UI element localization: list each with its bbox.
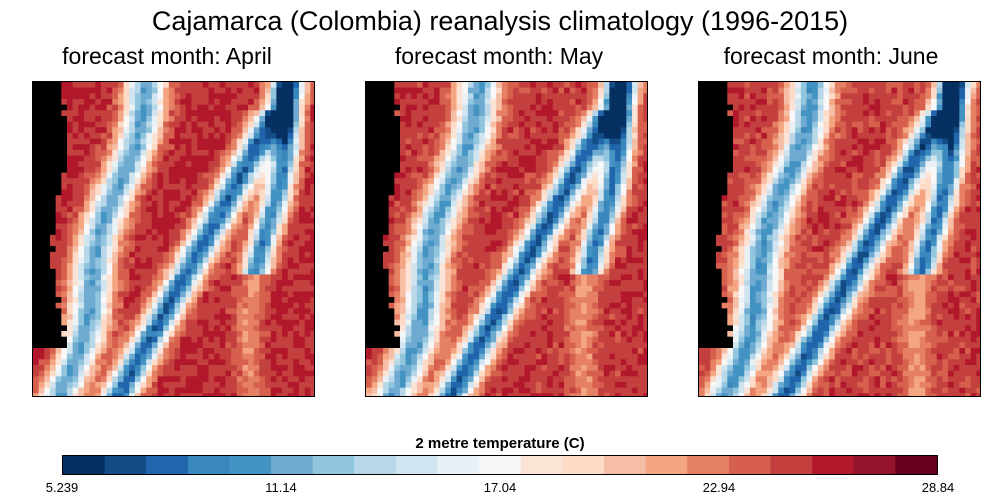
map-panel-may xyxy=(365,81,648,397)
colorbar-swatch xyxy=(520,456,564,474)
colorbar-swatch xyxy=(645,456,688,474)
colorbar-swatch xyxy=(895,456,937,474)
colorbar-tick-label: 28.84 xyxy=(921,480,955,495)
colorbar-swatch xyxy=(146,456,189,474)
temperature-map-april xyxy=(33,82,314,396)
colorbar-tick-label: 5.239 xyxy=(45,480,79,495)
colorbar-swatch xyxy=(687,456,730,474)
colorbar-tick-label: 17.04 xyxy=(483,480,517,495)
temperature-map-june xyxy=(699,82,980,396)
figure-title: Cajamarca (Colombia) reanalysis climatol… xyxy=(151,6,849,36)
map-panel-june xyxy=(698,81,981,397)
colorbar-swatch xyxy=(853,456,896,474)
colorbar-swatch xyxy=(812,456,855,474)
colorbar-swatch xyxy=(104,456,147,474)
colorbar-tick-label: 11.14 xyxy=(265,480,297,495)
colorbar-swatch xyxy=(354,456,397,474)
colorbar-swatch xyxy=(312,456,355,474)
colorbar-swatch xyxy=(479,456,522,474)
temperature-map-may xyxy=(366,82,647,396)
colorbar-swatch xyxy=(271,456,314,474)
colorbar-swatch xyxy=(395,456,439,474)
colorbar-title: 2 metre temperature (C) xyxy=(415,435,585,452)
colorbar-swatch xyxy=(229,456,272,474)
colorbar-swatch xyxy=(187,456,231,474)
colorbar-swatch xyxy=(770,456,813,474)
colorbar-swatch xyxy=(562,456,605,474)
colorbar xyxy=(62,455,938,475)
colorbar-tick-label: 22.94 xyxy=(702,480,736,495)
colorbar-swatch xyxy=(728,456,772,474)
map-panel-april xyxy=(32,81,315,397)
panel-title-may: forecast month: May xyxy=(394,43,604,69)
colorbar-swatch xyxy=(604,456,647,474)
colorbar-swatch xyxy=(63,456,106,474)
colorbar-swatch xyxy=(437,456,480,474)
panel-title-june: forecast month: June xyxy=(723,43,939,69)
colorbar-swatches xyxy=(63,456,937,474)
panel-title-april: forecast month: April xyxy=(62,43,272,69)
